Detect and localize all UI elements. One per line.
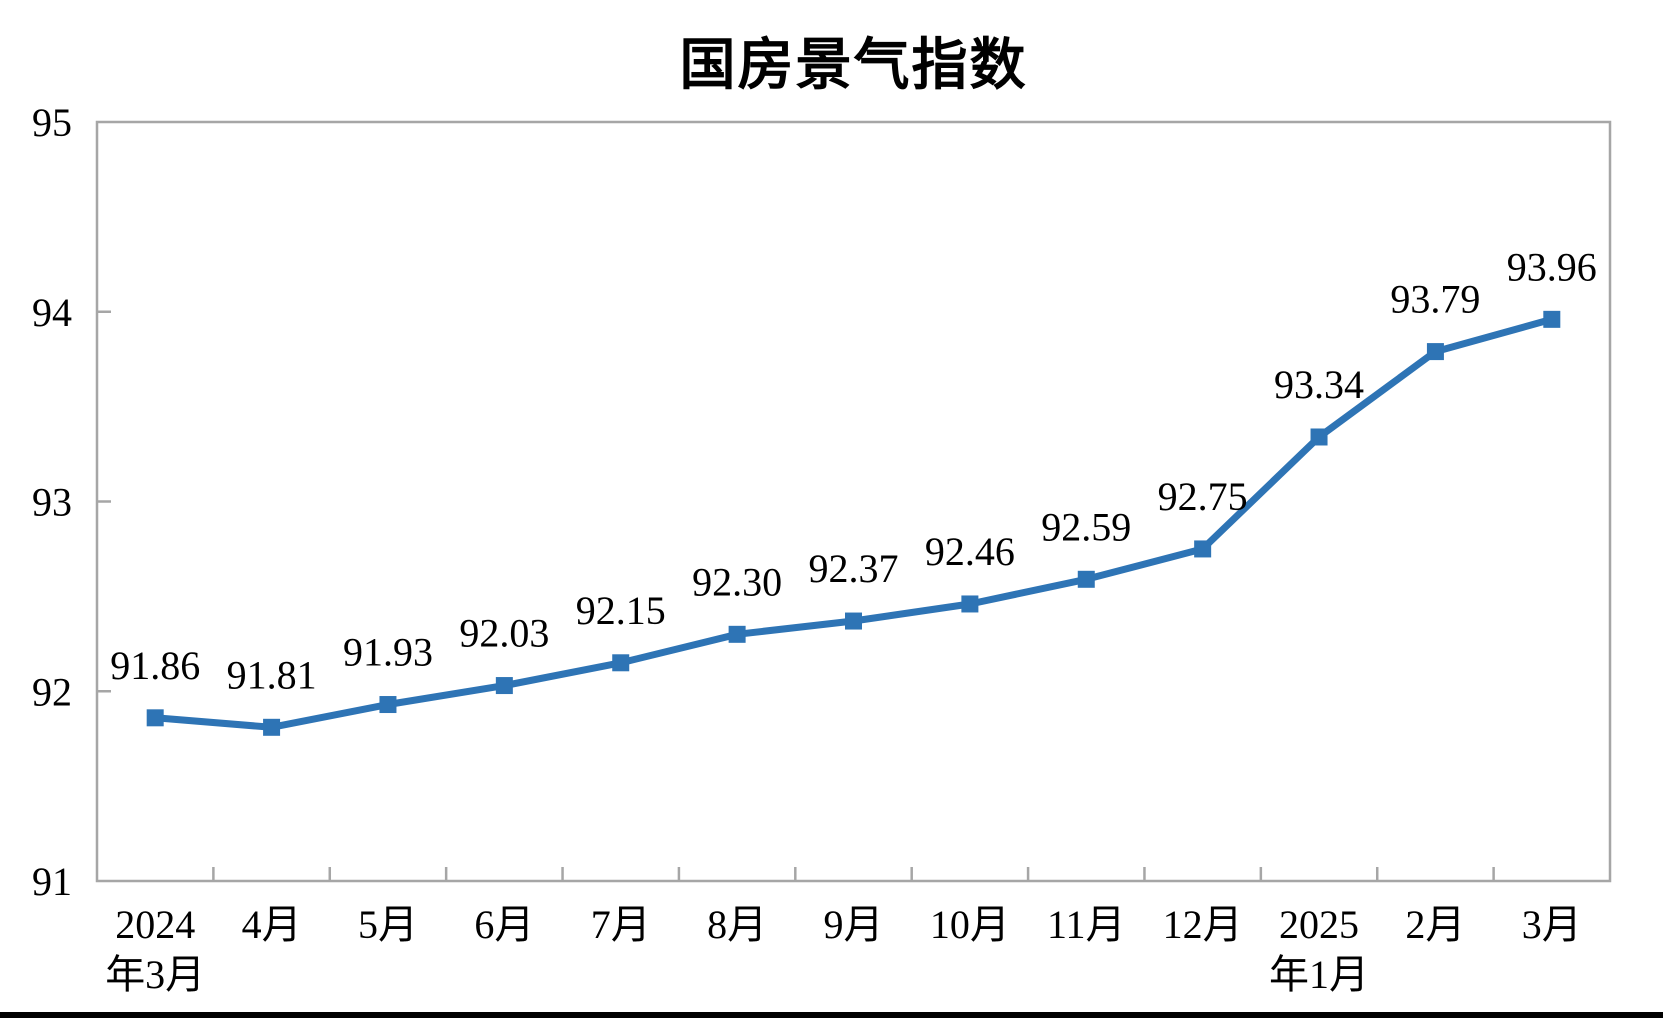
data-point-marker	[263, 718, 281, 736]
data-point-marker	[728, 625, 746, 643]
data-point-label: 92.59	[1041, 504, 1131, 549]
x-axis-tick-label-line2: 年3月	[105, 952, 205, 997]
data-point-marker	[612, 654, 630, 672]
x-axis-tick-label: 5月	[358, 902, 418, 947]
data-point-label: 92.37	[809, 546, 899, 591]
data-point-label: 91.93	[343, 630, 433, 675]
data-point-marker	[1194, 540, 1212, 558]
data-point-marker	[495, 677, 513, 695]
x-axis-tick-label: 12月	[1163, 902, 1243, 947]
y-axis-tick-label: 95	[32, 100, 72, 145]
data-point-label: 92.46	[925, 529, 1015, 574]
plot-border	[95, 120, 1612, 883]
data-point-label: 92.15	[576, 588, 666, 633]
data-point-label: 92.30	[692, 559, 782, 604]
data-point-marker	[146, 709, 164, 727]
x-axis-tick-label: 3月	[1522, 902, 1582, 947]
data-point-marker	[379, 696, 397, 714]
data-point-label: 91.81	[227, 652, 317, 697]
y-axis-tick-label: 93	[32, 480, 72, 525]
data-point-label: 92.03	[459, 611, 549, 656]
x-axis-tick-label: 2月	[1405, 902, 1465, 947]
data-point-marker	[845, 612, 862, 630]
data-point-label: 93.79	[1390, 277, 1480, 322]
page-bottom-border	[0, 1012, 1663, 1018]
data-point-marker	[1310, 428, 1328, 446]
y-axis-tick-label: 94	[32, 290, 72, 335]
chart-title: 国房景气指数	[679, 33, 1028, 96]
x-axis-tick-label: 2024	[115, 902, 195, 947]
x-axis-tick-label-line2: 年1月	[1269, 952, 1369, 997]
y-axis-tick-label: 92	[32, 669, 72, 714]
x-axis-tick-label: 9月	[824, 902, 884, 947]
data-point-marker	[961, 595, 979, 613]
data-point-label: 92.75	[1158, 474, 1248, 519]
data-point-label: 93.96	[1507, 244, 1597, 289]
data-point-marker	[1543, 310, 1561, 328]
data-point-label: 91.86	[110, 643, 200, 688]
y-axis-tick-label: 91	[32, 859, 72, 904]
x-axis-tick-label: 10月	[930, 902, 1010, 947]
x-axis-tick-label: 4月	[242, 902, 302, 947]
data-point-marker	[1077, 570, 1095, 588]
data-point-marker	[1426, 343, 1444, 361]
x-axis-tick-label: 8月	[707, 902, 767, 947]
x-axis-tick-label: 6月	[474, 902, 534, 947]
data-point-label: 93.34	[1274, 362, 1364, 407]
x-axis-tick-label: 7月	[591, 902, 651, 947]
x-axis-tick-label: 11月	[1047, 902, 1126, 947]
x-axis-tick-label: 2025	[1279, 902, 1359, 947]
